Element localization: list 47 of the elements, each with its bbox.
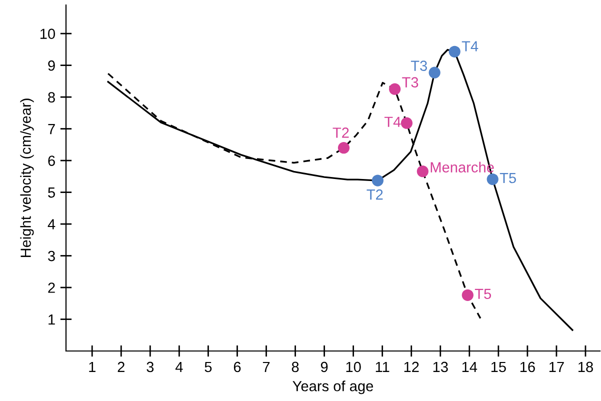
x-tick-label: 7 bbox=[262, 362, 270, 372]
y-tick-label: 6 bbox=[48, 156, 55, 166]
point bbox=[372, 174, 384, 186]
annotation: T4 bbox=[462, 41, 478, 52]
annotation: T3 bbox=[410, 60, 427, 71]
x-tick-label: 4 bbox=[175, 362, 183, 372]
y-tick-label: 5 bbox=[48, 188, 55, 198]
x-tick-label: 13 bbox=[433, 362, 448, 372]
x-tick-label: 1 bbox=[89, 362, 96, 372]
annotation: T2 bbox=[332, 128, 349, 138]
annotation: T5 bbox=[474, 288, 492, 300]
x-tick-label: 14 bbox=[462, 362, 478, 372]
annotation: T2 bbox=[366, 189, 383, 200]
y-tick-label: 7 bbox=[48, 124, 55, 134]
x-tick-label: 5 bbox=[204, 362, 212, 372]
annotation: T3 bbox=[402, 77, 418, 88]
x-tick-label: 17 bbox=[549, 362, 564, 372]
x-tick-label: 16 bbox=[520, 362, 535, 372]
y-tick-label: 1 bbox=[48, 314, 55, 325]
point bbox=[462, 289, 474, 301]
x-tick-label: 18 bbox=[578, 362, 593, 372]
x-tick-label: 10 bbox=[346, 362, 361, 372]
point bbox=[389, 83, 401, 95]
point bbox=[400, 117, 413, 129]
x-tick-label: 9 bbox=[320, 362, 328, 372]
y-axis-title: Height velocity (cm/year) bbox=[20, 98, 34, 258]
y-tick-label: 10 bbox=[40, 28, 56, 39]
x-tick-label: 8 bbox=[292, 362, 299, 372]
point bbox=[448, 46, 460, 58]
y-tick-label: 3 bbox=[48, 250, 55, 262]
y-tick-label: 9 bbox=[48, 60, 55, 71]
annotation: T4 bbox=[384, 116, 401, 127]
x-tick-label: 6 bbox=[234, 362, 241, 372]
y-tick-label: 2 bbox=[48, 282, 55, 293]
x-tick-label: 12 bbox=[404, 362, 419, 372]
point bbox=[338, 142, 350, 154]
x-axis-title: Years of age bbox=[292, 380, 374, 394]
point bbox=[428, 66, 440, 78]
y-tick-label: 4 bbox=[48, 219, 56, 230]
point bbox=[416, 166, 428, 178]
y-tick-label: 8 bbox=[48, 92, 55, 102]
x-tick-label: 15 bbox=[491, 362, 506, 372]
x-tick-label: 2 bbox=[118, 362, 124, 372]
x-tick-label: 3 bbox=[146, 362, 154, 372]
annotation: T5 bbox=[500, 173, 516, 184]
point bbox=[486, 173, 498, 186]
x-tick-label: 11 bbox=[376, 362, 390, 372]
